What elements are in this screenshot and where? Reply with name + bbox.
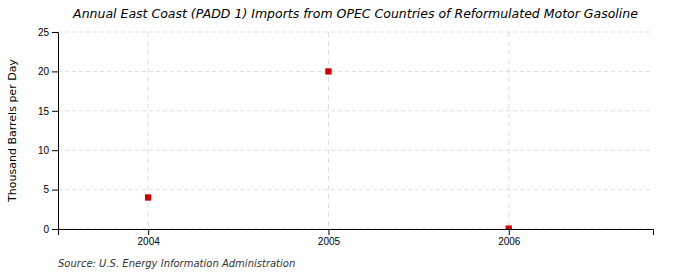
x-tick: 2004: [138, 229, 161, 247]
tick-mark: [328, 229, 329, 235]
points: [145, 68, 512, 229]
tick-mark: [509, 229, 510, 235]
tick-label: 25: [38, 27, 50, 38]
tick-mark: [52, 229, 58, 230]
tick-mark: [52, 150, 58, 151]
plot-area: 2004 2005 2006 0 5 10 15 20 25: [38, 27, 654, 247]
y-tick: 10: [38, 145, 58, 156]
grid-line: [58, 71, 653, 72]
tick-label: 2005: [318, 236, 341, 247]
chart: 2004 2005 2006 0 5 10 15 20 25 Annual East Coast …: [0, 0, 675, 275]
point: [325, 68, 331, 74]
y-axis-label: Thousand Barrels per Day: [6, 59, 19, 203]
tick-label: 2004: [138, 236, 161, 247]
grid-line: [508, 32, 509, 229]
point: [145, 194, 151, 200]
axis-line: [59, 230, 654, 236]
grid-line: [328, 32, 329, 229]
tick-label: 0: [43, 224, 49, 235]
y-tick: 25: [38, 27, 58, 38]
grid-line: [58, 150, 653, 151]
y-tick: 15: [38, 106, 58, 117]
tick-label: 10: [38, 145, 50, 156]
tick-mark: [52, 111, 58, 112]
axis-line: [52, 33, 59, 230]
x-tick: 2005: [318, 229, 341, 247]
y-tick: 5: [43, 184, 58, 195]
tick-label: 2006: [498, 236, 521, 247]
grid: [58, 32, 653, 229]
tick-mark: [52, 190, 58, 191]
grid-line: [58, 32, 653, 33]
y-tick: 0: [43, 224, 58, 235]
grid-line: [58, 110, 653, 111]
y-axis: 0 5 10 15 20 25: [38, 27, 59, 235]
tick-mark: [52, 71, 58, 72]
point: [506, 225, 512, 229]
x-tick: 2006: [498, 229, 521, 247]
tick-label: 20: [38, 66, 50, 77]
tick-mark: [52, 32, 58, 33]
source-note: Source: U.S. Energy Information Administ…: [58, 258, 295, 269]
title: Annual East Coast (PADD 1) Imports from …: [72, 6, 638, 21]
tick-label: 5: [43, 184, 49, 195]
tick-label: 15: [38, 106, 50, 117]
grid-line: [58, 189, 653, 190]
tick-mark: [148, 229, 149, 235]
x-axis: 2004 2005 2006: [59, 229, 654, 247]
y-tick: 20: [38, 66, 58, 77]
